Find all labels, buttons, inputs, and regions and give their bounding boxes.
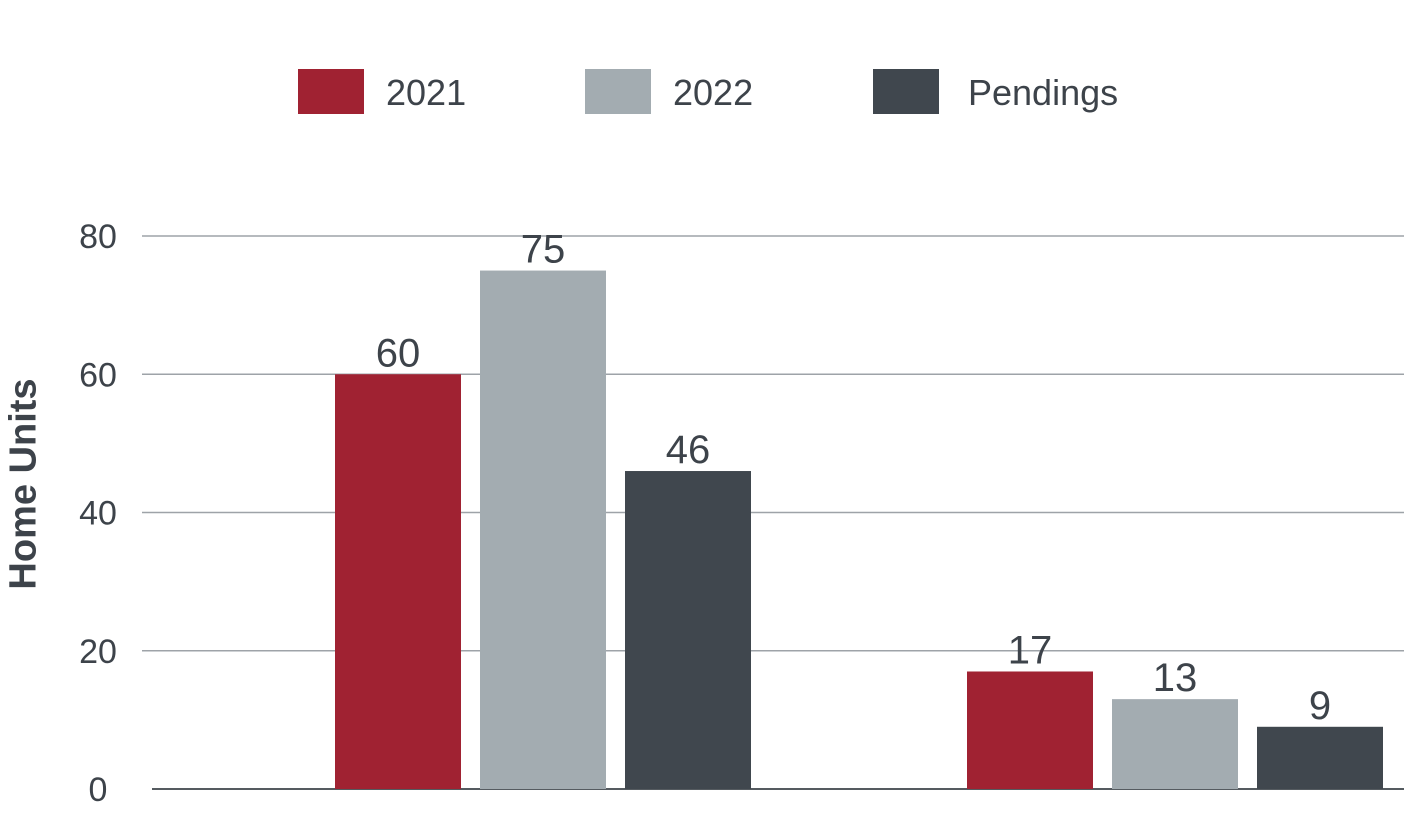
- data-label-pendings-group-2: 9: [1309, 684, 1331, 728]
- bar-pendings-group-2: [1257, 726, 1383, 789]
- data-label-2021-group-2: 17: [1008, 628, 1053, 672]
- legend-label-pendings: Pendings: [968, 72, 1119, 113]
- data-label-pendings-group-1: 46: [666, 428, 711, 472]
- bar-2021-group-2: [967, 671, 1093, 789]
- legend-swatch-2021: [298, 69, 364, 114]
- legend-swatch-2022: [585, 69, 651, 114]
- y-tick-label-20: 20: [79, 633, 117, 671]
- y-tick-label-0: 0: [89, 771, 108, 809]
- bar-2022-group-2: [1112, 699, 1238, 789]
- legend-label-2021: 2021: [386, 72, 467, 113]
- data-label-2021-group-1: 60: [376, 331, 421, 375]
- data-label-2022-group-1: 75: [521, 228, 566, 272]
- legend-swatch-pendings: [873, 69, 939, 114]
- y-tick-label-40: 40: [79, 495, 117, 533]
- bar-2022-group-1: [480, 270, 606, 789]
- y-tick-label-80: 80: [79, 218, 117, 256]
- bar-2021-group-1: [335, 374, 461, 789]
- y-tick-label-60: 60: [79, 356, 117, 394]
- data-label-2022-group-2: 13: [1153, 656, 1198, 700]
- legend-label-2022: 2022: [673, 72, 754, 113]
- bar-pendings-group-1: [625, 471, 751, 789]
